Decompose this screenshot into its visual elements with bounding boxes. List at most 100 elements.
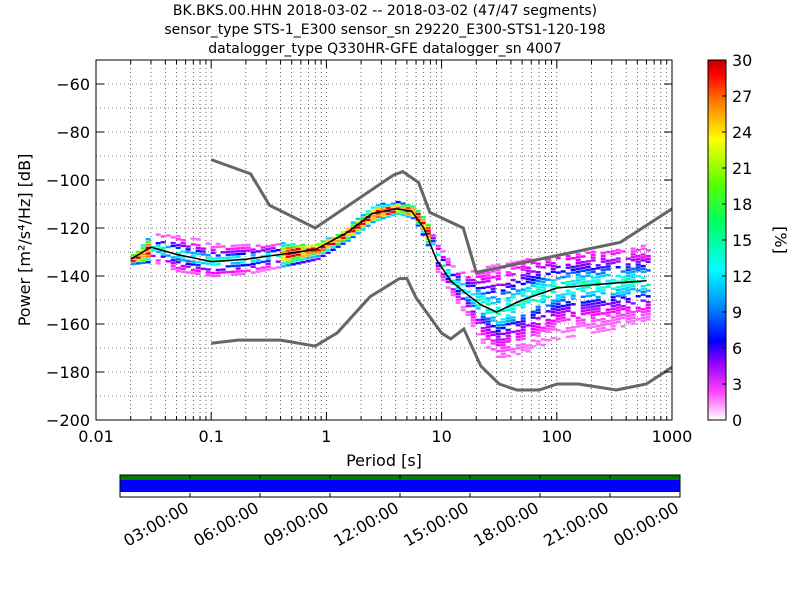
density-cell bbox=[605, 320, 611, 323]
density-cell bbox=[375, 207, 381, 210]
density-cell bbox=[630, 273, 636, 276]
density-cell bbox=[600, 271, 606, 275]
density-cell bbox=[190, 263, 196, 266]
density-cell bbox=[600, 254, 606, 258]
density-cell bbox=[480, 341, 486, 344]
density-cell bbox=[285, 255, 291, 258]
density-cell bbox=[545, 321, 551, 325]
density-cell bbox=[500, 318, 506, 321]
density-cell bbox=[535, 340, 541, 343]
density-cell bbox=[315, 251, 321, 255]
density-cell bbox=[535, 305, 541, 309]
density-cell bbox=[220, 256, 226, 260]
density-cell bbox=[160, 235, 166, 238]
density-cell bbox=[425, 243, 431, 247]
density-cell bbox=[200, 261, 206, 265]
y-tick-label: −200 bbox=[46, 411, 90, 430]
density-cell bbox=[605, 322, 611, 326]
density-cell bbox=[545, 324, 551, 327]
density-cell bbox=[580, 261, 586, 264]
density-cell bbox=[640, 267, 646, 271]
density-cell bbox=[360, 213, 366, 217]
density-cell bbox=[495, 355, 501, 358]
density-cell bbox=[555, 305, 561, 309]
colorbar-tick-label: 21 bbox=[732, 159, 752, 178]
density-cell bbox=[585, 271, 591, 275]
density-cell bbox=[535, 271, 541, 274]
density-cell bbox=[375, 215, 381, 219]
density-cell bbox=[590, 270, 596, 274]
colorbar-tick-label: 27 bbox=[732, 87, 752, 106]
density-cell bbox=[505, 274, 511, 277]
density-cell bbox=[510, 310, 516, 313]
density-cell bbox=[475, 304, 481, 307]
density-cell bbox=[585, 265, 591, 269]
density-cell bbox=[455, 298, 461, 301]
density-cell bbox=[235, 264, 241, 267]
density-cell bbox=[625, 300, 631, 304]
density-cell bbox=[600, 269, 606, 272]
density-cell bbox=[525, 275, 531, 278]
density-cell bbox=[570, 265, 576, 269]
density-cell bbox=[145, 252, 151, 255]
noise-model-low-line bbox=[211, 277, 672, 392]
density-cell bbox=[495, 269, 501, 272]
density-cell bbox=[305, 254, 311, 257]
density-cell bbox=[585, 306, 591, 309]
density-cell bbox=[415, 215, 421, 219]
density-cell bbox=[210, 257, 216, 260]
density-cell bbox=[550, 282, 556, 285]
density-cell bbox=[560, 330, 566, 334]
density-cell bbox=[635, 248, 641, 252]
density-cell bbox=[170, 241, 176, 245]
density-cell bbox=[630, 256, 636, 259]
density-cell bbox=[570, 329, 576, 332]
density-cell bbox=[245, 249, 251, 252]
density-cell bbox=[590, 325, 596, 328]
density-cell bbox=[180, 241, 186, 245]
density-cell bbox=[580, 255, 586, 258]
density-cell bbox=[495, 321, 501, 324]
density-cell bbox=[640, 287, 646, 291]
density-cell bbox=[275, 254, 281, 258]
density-cell bbox=[235, 273, 241, 276]
density-cell bbox=[175, 238, 181, 241]
density-cell bbox=[175, 261, 181, 264]
density-cell bbox=[600, 312, 606, 315]
density-cell bbox=[335, 242, 341, 246]
density-cell bbox=[645, 249, 651, 252]
density-cell bbox=[640, 308, 646, 311]
density-cell bbox=[510, 267, 516, 270]
density-cell bbox=[490, 264, 496, 267]
density-cell bbox=[140, 252, 146, 256]
density-cell bbox=[235, 261, 241, 264]
density-cell bbox=[185, 248, 191, 251]
density-cell bbox=[580, 278, 586, 281]
density-cell bbox=[220, 268, 226, 271]
density-cell bbox=[155, 233, 161, 236]
density-cell bbox=[335, 245, 341, 248]
density-cell bbox=[510, 319, 516, 322]
density-cell bbox=[175, 269, 181, 273]
density-cell bbox=[475, 295, 481, 299]
density-cell bbox=[305, 251, 311, 254]
density-cell bbox=[585, 300, 591, 303]
density-cell bbox=[555, 311, 561, 315]
density-cell bbox=[565, 280, 571, 284]
density-cell bbox=[575, 261, 581, 265]
density-cell bbox=[575, 256, 581, 259]
density-cell bbox=[630, 279, 636, 282]
density-cell bbox=[640, 313, 646, 317]
density-cell bbox=[630, 282, 636, 285]
density-cell bbox=[480, 286, 486, 290]
density-cell bbox=[595, 330, 601, 333]
density-cell bbox=[145, 240, 151, 244]
density-cell bbox=[475, 292, 481, 296]
density-cell bbox=[605, 328, 611, 332]
density-cell bbox=[535, 262, 541, 265]
density-cell bbox=[240, 252, 246, 255]
density-cell bbox=[605, 250, 611, 254]
density-cell bbox=[455, 287, 461, 290]
density-cell bbox=[585, 280, 591, 283]
density-cell bbox=[590, 322, 596, 326]
